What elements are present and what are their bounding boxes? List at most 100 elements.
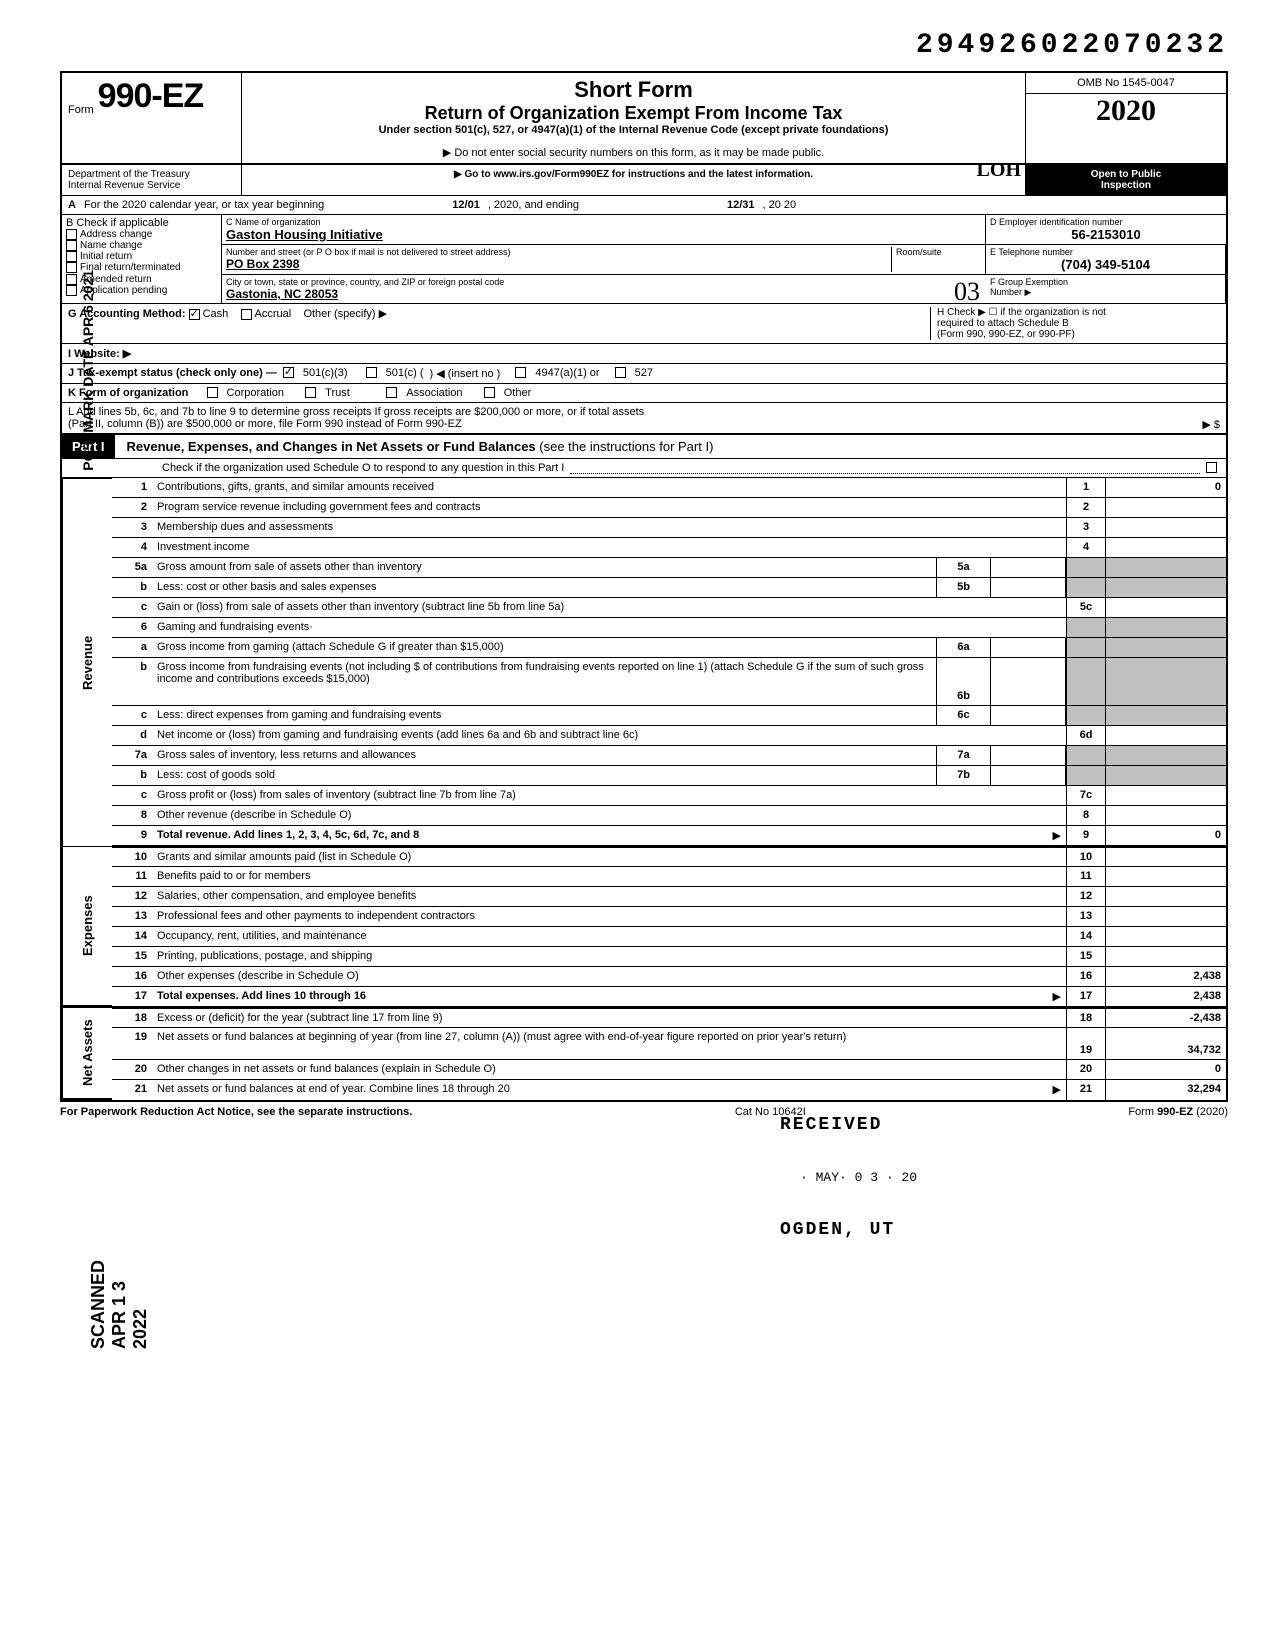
postmark-stamp: POSTMARK DATE APR 6 2021 (80, 270, 96, 471)
chk-trust[interactable] (305, 387, 316, 398)
j-o2b: ) ◀ (insert no ) (430, 367, 501, 380)
val-5c (1106, 598, 1226, 618)
desc-11: Benefits paid to or for members (152, 867, 1066, 887)
note-website: ▶ Go to www.irs.gov/Form990EZ for instru… (454, 169, 813, 180)
ln-21: 21 (112, 1080, 152, 1100)
chk-527[interactable] (615, 367, 626, 378)
chk-initial-return[interactable] (66, 251, 77, 262)
j-o1: 501(c)(3) (303, 367, 348, 380)
b-header: B Check if applicable (66, 217, 217, 229)
footer: For Paperwork Reduction Act Notice, see … (60, 1102, 1228, 1118)
open-public-2: Inspection (1032, 180, 1220, 191)
shadev-6b (1106, 658, 1226, 706)
desc-6d: Net income or (loss) from gaming and fun… (152, 726, 1066, 746)
omb-number: OMB No 1545-0047 (1026, 73, 1226, 94)
desc-15: Printing, publications, postage, and shi… (152, 947, 1066, 967)
ln-6a: a (112, 638, 152, 658)
num-2: 2 (1066, 498, 1106, 518)
desc-6a: Gross income from gaming (attach Schedul… (152, 638, 936, 658)
val-21: 32,294 (1106, 1080, 1226, 1100)
num-21: 21 (1066, 1080, 1106, 1100)
title-main: Return of Organization Exempt From Incom… (248, 103, 1019, 124)
ln-20: 20 (112, 1060, 152, 1080)
g-cash: Cash (203, 308, 229, 320)
desc-1: Contributions, gifts, grants, and simila… (152, 478, 1066, 498)
ln-4: 4 (112, 538, 152, 558)
desc-4: Investment income (152, 538, 1066, 558)
form-header: Form 990-EZ Short Form Return of Organiz… (60, 71, 1228, 165)
shade-7a (1066, 746, 1106, 766)
shadev-5a (1106, 558, 1226, 578)
h-text2: required to attach Schedule B (937, 318, 1220, 329)
ln-10: 10 (112, 846, 152, 867)
ln-17: 17 (112, 987, 152, 1007)
ln-15: 15 (112, 947, 152, 967)
desc-13: Professional fees and other payments to … (152, 907, 1066, 927)
desc-3: Membership dues and assessments (152, 518, 1066, 538)
chk-amended-return[interactable] (66, 274, 77, 285)
line-a-begin: 12/01 (452, 199, 480, 211)
desc-16: Other expenses (describe in Schedule O) (152, 967, 1066, 987)
dept-irs: Internal Revenue Service (68, 180, 235, 191)
desc-6: Gaming and fundraising events· (152, 618, 1066, 638)
sub-6c: 6c (936, 706, 991, 726)
num-11: 11 (1066, 867, 1106, 887)
shade-6 (1066, 618, 1106, 638)
num-3: 3 (1066, 518, 1106, 538)
g-other: Other (specify) ▶ (303, 308, 387, 320)
footer-form-word: Form (1128, 1106, 1157, 1118)
initials-handwritten: LOH (977, 159, 1021, 182)
handwritten-03: 03 (954, 277, 980, 307)
j-o4: 527 (635, 367, 653, 380)
e-label: E Telephone number (990, 247, 1221, 257)
ln-12: 12 (112, 887, 152, 907)
sub-6a: 6a (936, 638, 991, 658)
i-label: I Website: ▶ (68, 347, 131, 360)
val-3 (1106, 518, 1226, 538)
shadev-6 (1106, 618, 1226, 638)
chk-association[interactable] (386, 387, 397, 398)
chk-final-return[interactable] (66, 262, 77, 273)
sub-7b: 7b (936, 766, 991, 786)
ln-5b: b (112, 578, 152, 598)
ein-value: 56-2153010 (990, 227, 1222, 242)
shade-7b (1066, 766, 1106, 786)
section-bcdef: B Check if applicable Address change Nam… (60, 215, 1228, 304)
chk-501c[interactable] (366, 367, 377, 378)
chk-other-org[interactable] (484, 387, 495, 398)
line-a-mid: , 2020, and ending (488, 199, 579, 211)
chk-application-pending[interactable] (66, 285, 77, 296)
chk-address-change[interactable] (66, 229, 77, 240)
rows-gijk: G Accounting Method: Cash Accrual Other … (60, 304, 1228, 403)
chk-name-change[interactable] (66, 240, 77, 251)
desc-6b: Gross income from fundraising events (no… (152, 658, 936, 706)
line-a-text: For the 2020 calendar year, or tax year … (84, 199, 324, 211)
line-a-endyear: , 20 20 (762, 199, 796, 211)
l-text2: (Part II, column (B)) are $500,000 or mo… (68, 418, 462, 430)
org-name: Gaston Housing Initiative (226, 227, 981, 242)
chk-schedule-o[interactable] (1206, 462, 1217, 473)
room-label: Room/suite (896, 247, 981, 257)
desc-9: Total revenue. Add lines 1, 2, 3, 4, 5c,… (152, 826, 1066, 846)
street-value: PO Box 2398 (226, 257, 891, 271)
num-13: 13 (1066, 907, 1106, 927)
chk-501c3[interactable] (283, 367, 294, 378)
phone-value: (704) 349-5104 (990, 257, 1221, 272)
val-16: 2,438 (1106, 967, 1226, 987)
chk-accrual[interactable] (241, 309, 252, 320)
num-14: 14 (1066, 927, 1106, 947)
num-12: 12 (1066, 887, 1106, 907)
chk-corporation[interactable] (207, 387, 218, 398)
chk-4947[interactable] (515, 367, 526, 378)
ln-19: 19 (112, 1028, 152, 1060)
tax-year: 2020 (1096, 94, 1156, 127)
desc-18: Excess or (deficit) for the year (subtra… (152, 1007, 1066, 1028)
ln-6b: b (112, 658, 152, 706)
chk-cash[interactable] (189, 309, 200, 320)
d-label: D Employer identification number (990, 217, 1222, 227)
ln-9: 9 (112, 826, 152, 846)
row-l: L Add lines 5b, 6c, and 7b to line 9 to … (60, 403, 1228, 435)
ln-1: 1 (112, 478, 152, 498)
city-value: Gastonia, NC 28053 (226, 287, 982, 301)
j-o3: 4947(a)(1) or (535, 367, 599, 380)
